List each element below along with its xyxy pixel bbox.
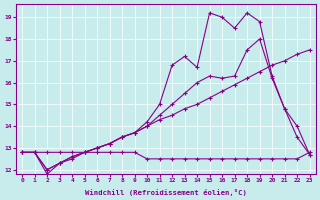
X-axis label: Windchill (Refroidissement éolien,°C): Windchill (Refroidissement éolien,°C) [85,189,247,196]
